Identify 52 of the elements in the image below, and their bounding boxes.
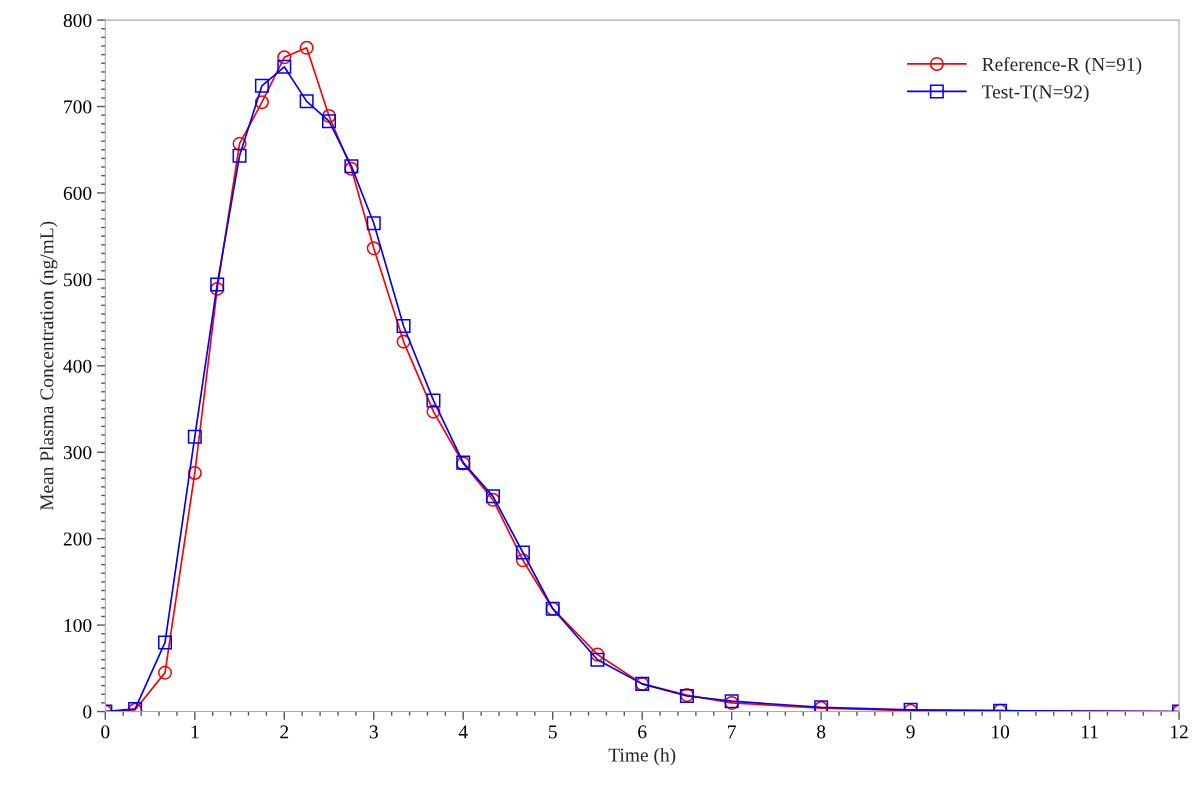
y-tick-label: 100 [64,618,92,633]
point [187,465,202,481]
point [277,59,292,74]
point [426,404,441,419]
y-tick-label: 400 [63,359,92,373]
point [322,114,337,129]
legend-label: Reference-R (N=91) [982,57,1142,75]
y-tick-label: 500 [64,273,92,287]
x-tick-label: 12 [1171,725,1188,739]
point [366,216,381,231]
x-tick-label: 3 [369,725,378,739]
x-tick-label: 11 [1081,725,1098,739]
x-tick-label: 8 [817,725,826,739]
y-tick-label: 300 [63,446,92,460]
point [299,94,314,109]
x-tick-label: 7 [728,725,736,739]
point [254,78,269,93]
x-tick-label: 1 [191,725,199,739]
x-axis-title: Time (h) [608,747,676,766]
point [254,95,269,110]
point [187,429,202,444]
point [515,553,530,568]
y-axis-title: Mean Plasma Concentration (ng/mL) [39,221,58,511]
point [158,635,173,650]
y-tick-label: 0 [83,705,92,719]
x-tick-label: 9 [906,725,915,739]
y-tick-label: 600 [63,186,92,200]
point [590,647,605,662]
x-tick-label: 5 [548,725,557,739]
point [210,277,225,292]
x-tick-label: 0 [101,725,110,739]
point [426,393,441,408]
point [515,545,530,560]
point [299,40,314,55]
point [322,109,337,124]
x-tick-label: 4 [458,725,468,739]
legend-label: Test-T(N=92) [981,84,1089,103]
y-tick-label: 700 [64,100,92,114]
point [366,241,381,256]
x-tick-label: 2 [280,725,289,739]
point [158,665,173,680]
point [396,319,411,334]
point [232,148,247,163]
y-tick-label: 800 [63,13,92,28]
x-tick-label: 6 [638,725,647,739]
point [396,334,411,349]
y-tick-label: 200 [63,532,92,546]
x-tick-label: 10 [992,725,1010,739]
point [277,50,292,65]
point [590,652,605,667]
point [210,281,225,296]
point [232,136,247,151]
